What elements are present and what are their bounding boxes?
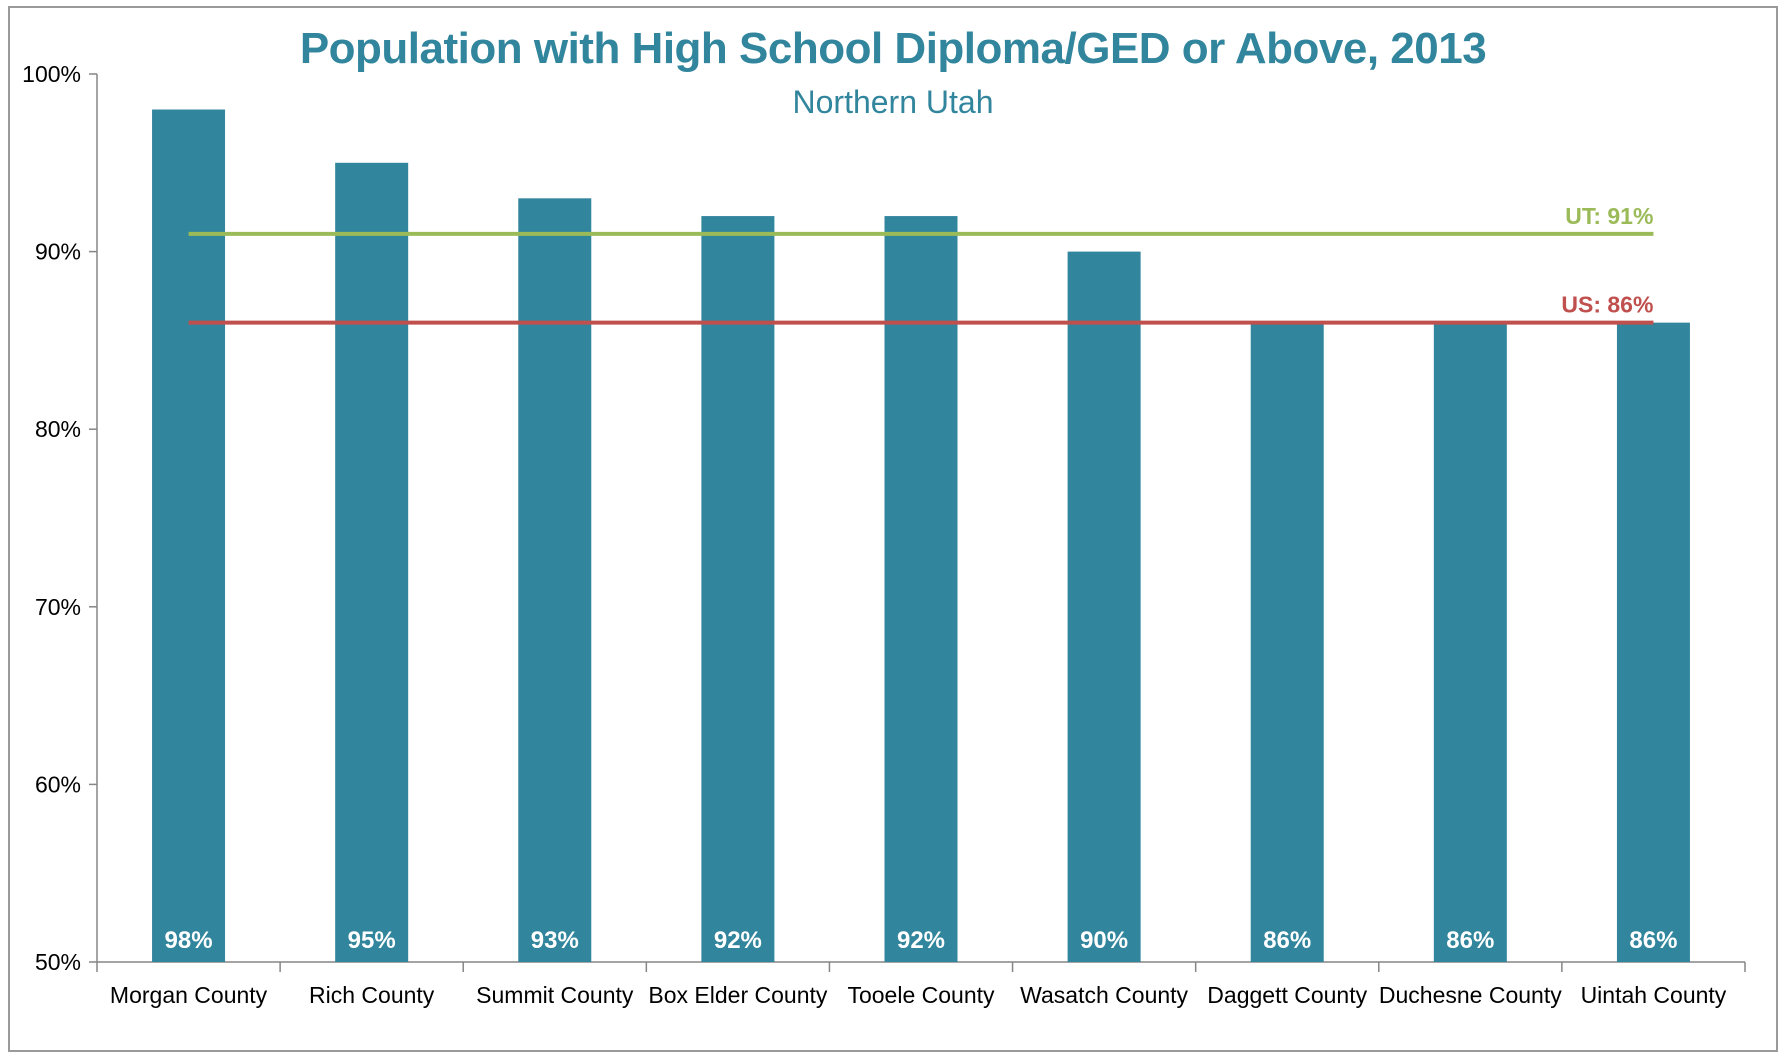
bar-data-label: 92% bbox=[897, 927, 945, 954]
x-category-label: Duchesne County bbox=[1379, 982, 1562, 1008]
bar-data-label: 93% bbox=[531, 927, 579, 954]
y-axis: 50% 60% 70% 80% 90% 100% bbox=[22, 61, 98, 975]
y-tick-label: 70% bbox=[35, 594, 81, 620]
x-axis: Morgan County Rich County Summit County Box… bbox=[96, 961, 1746, 1008]
bar bbox=[152, 109, 226, 962]
y-tick-label: 90% bbox=[35, 239, 81, 265]
y-tick-label: 50% bbox=[35, 949, 81, 975]
x-category-label: Summit County bbox=[476, 982, 634, 1008]
x-category-label: Wasatch County bbox=[1020, 982, 1188, 1008]
y-tick-label: 80% bbox=[35, 416, 81, 442]
reference-lines: UT: 91% US: 86% bbox=[188, 203, 1654, 325]
bar bbox=[518, 198, 592, 962]
data-labels: 98% 95% 93% 92% 92% 90% 86% 86% 86% bbox=[165, 927, 1678, 954]
chart-subtitle: Northern Utah bbox=[792, 84, 994, 120]
x-category-label: Tooele County bbox=[847, 982, 995, 1008]
bar-data-label: 86% bbox=[1263, 927, 1311, 954]
bar bbox=[1250, 322, 1324, 962]
y-tick-label: 100% bbox=[22, 61, 81, 87]
bar bbox=[1616, 322, 1690, 962]
bar bbox=[335, 162, 409, 963]
x-category-label: Box Elder County bbox=[648, 982, 827, 1008]
bar-data-label: 90% bbox=[1080, 927, 1128, 954]
reference-line-label: UT: 91% bbox=[1565, 203, 1653, 229]
chart-title: Population with High School Diploma/GED … bbox=[299, 24, 1487, 73]
reference-line-label: US: 86% bbox=[1561, 292, 1653, 318]
bar-data-label: 95% bbox=[348, 927, 396, 954]
x-category-label: Daggett County bbox=[1207, 982, 1367, 1008]
y-tick-label: 60% bbox=[35, 771, 81, 797]
bars bbox=[152, 109, 1690, 963]
x-category-label: Uintah County bbox=[1581, 982, 1727, 1008]
bar bbox=[884, 216, 958, 962]
bar-data-label: 98% bbox=[165, 927, 213, 954]
x-category-label: Morgan County bbox=[110, 982, 268, 1008]
bar-data-label: 92% bbox=[714, 927, 762, 954]
x-category-label: Rich County bbox=[309, 982, 435, 1008]
bar bbox=[701, 216, 775, 962]
bar-data-label: 86% bbox=[1446, 927, 1494, 954]
bar bbox=[1433, 322, 1507, 962]
bar bbox=[1067, 251, 1141, 963]
bar-data-label: 86% bbox=[1629, 927, 1677, 954]
